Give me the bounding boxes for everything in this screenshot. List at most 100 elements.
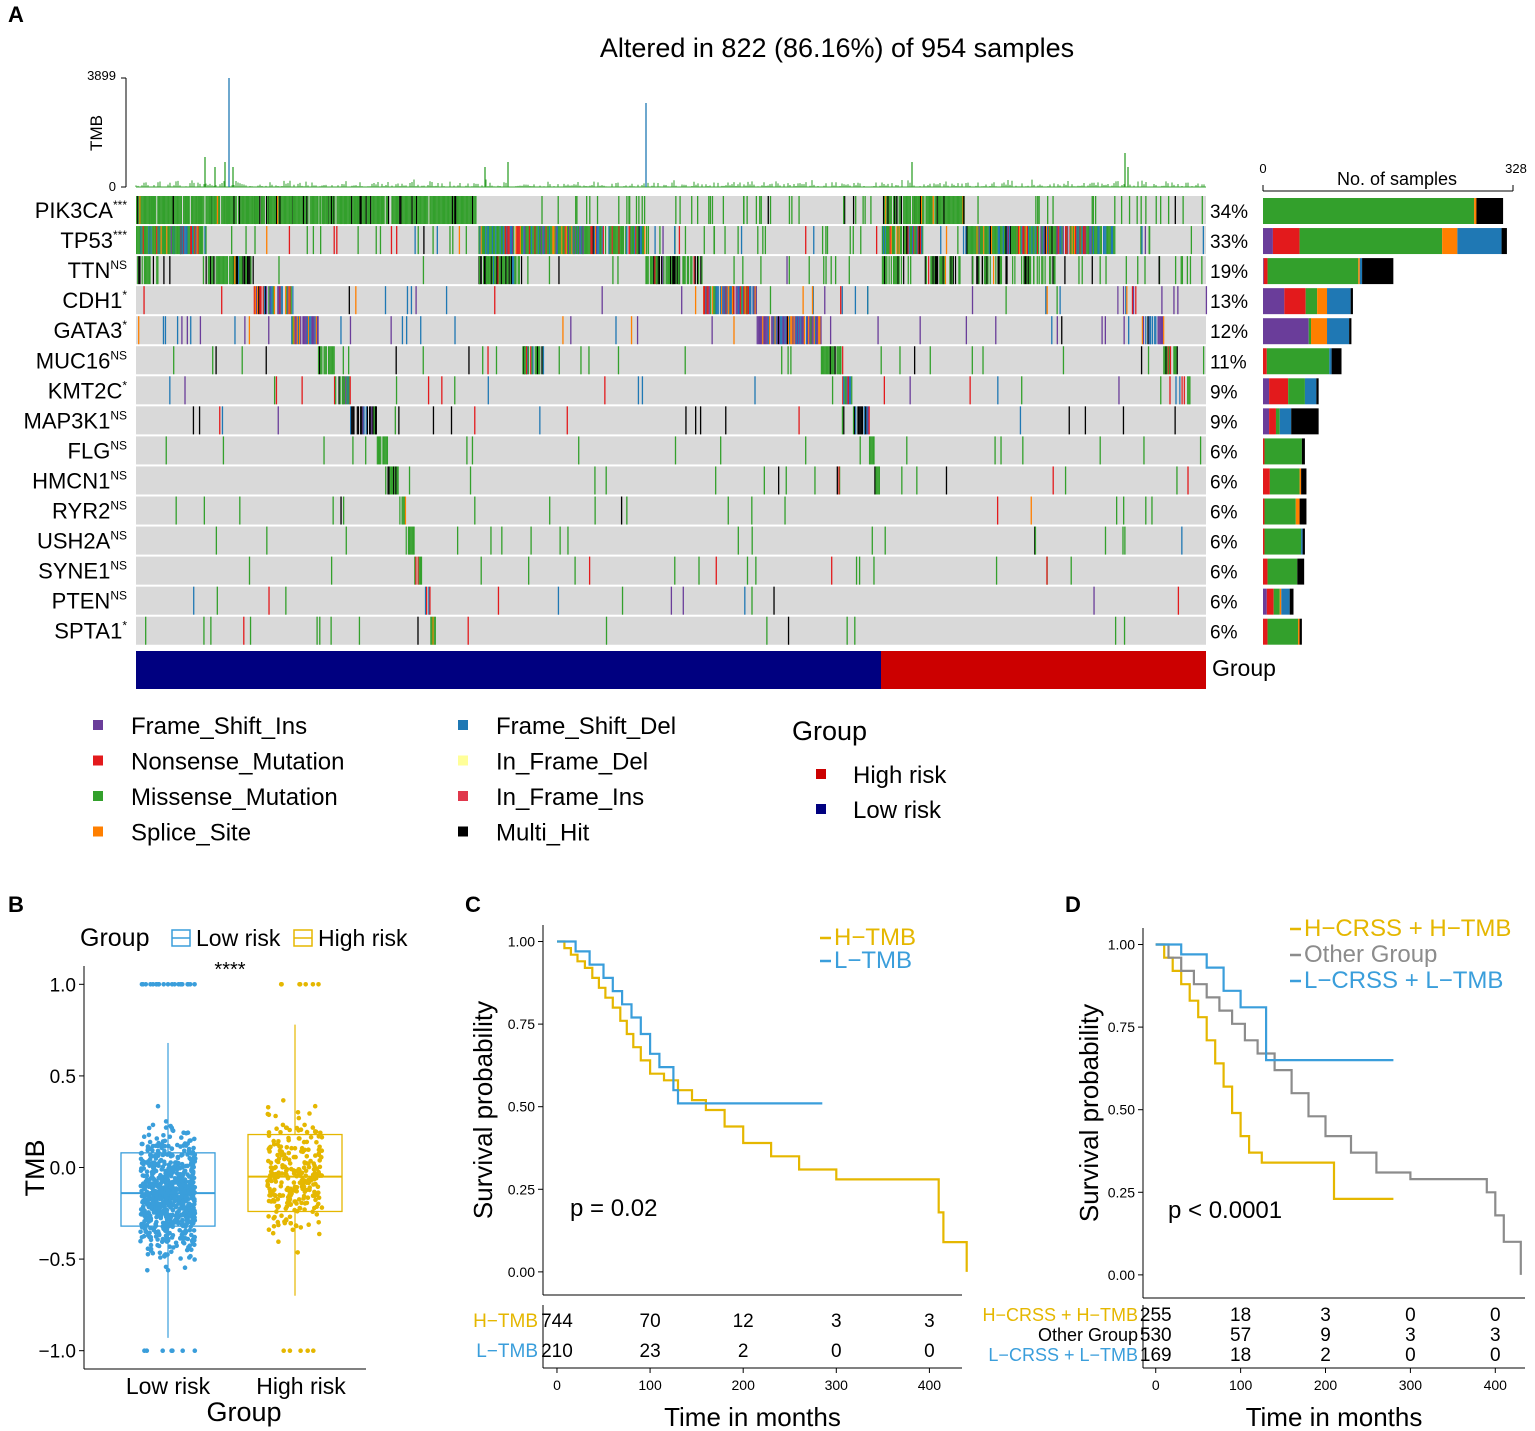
mutation-cell: [500, 256, 502, 285]
mutation-cell: [626, 226, 628, 255]
boxplot-point: [175, 1161, 180, 1166]
boxplot-point: [304, 1154, 310, 1159]
mutation-cell: [1122, 526, 1124, 555]
mutation-cell: [957, 196, 960, 225]
mutation-cell: [372, 406, 374, 435]
km-risk-row-label: L−TMB: [476, 1341, 538, 1362]
mutation-cell: [602, 226, 604, 255]
mutation-cell: [538, 226, 541, 255]
mutation-cell: [523, 226, 525, 255]
sample-count-bar-segment: [1301, 528, 1303, 555]
mutation-cell: [847, 376, 849, 405]
mutation-cell: [243, 616, 245, 645]
mutation-cell: [1017, 226, 1020, 255]
mutation-cell: [903, 256, 905, 285]
mutation-matrix: [136, 196, 1208, 645]
mutation-cell: [640, 226, 642, 255]
sample-count-bar-segment: [1501, 228, 1507, 255]
mutation-cell: [298, 316, 301, 345]
mutation-cell: [349, 196, 352, 225]
mutation-cell: [1035, 196, 1037, 225]
boxplot-point: [266, 1158, 271, 1164]
mutation-cell: [164, 316, 167, 345]
mutation-cell: [415, 556, 417, 585]
boxplot-point: [317, 1231, 322, 1237]
mutation-cell: [952, 196, 954, 225]
gene-significance: NS: [110, 348, 127, 362]
mutation-cell: [150, 226, 152, 255]
mutation-cell: [1090, 226, 1092, 255]
gene-row-mutations: [215, 526, 1183, 555]
mutation-cell: [997, 376, 999, 405]
mutation-cell: [532, 226, 534, 255]
mutation-cell: [617, 346, 620, 375]
mutation-cell: [550, 226, 552, 255]
mutation-cell: [1147, 316, 1149, 345]
boxplot-point: [275, 1219, 281, 1225]
mutation-cell: [855, 406, 857, 435]
sample-count-bar-segment: [1317, 288, 1328, 315]
mutation-cell: [973, 226, 975, 255]
mutation-cell: [1189, 376, 1191, 405]
mutation-cell: [1092, 196, 1094, 225]
mutation-cell: [319, 616, 321, 645]
mutation-cell: [399, 496, 401, 525]
boxplot-point: [298, 1171, 303, 1176]
mutation-cell: [996, 496, 999, 525]
mutation-cell: [899, 196, 901, 225]
mutation-cell: [735, 286, 737, 315]
mutation-cell: [925, 256, 928, 285]
mutation-cell: [712, 286, 714, 315]
mutation-cell: [162, 316, 165, 345]
mutation-cell: [197, 226, 199, 255]
mutation-cell: [371, 406, 373, 435]
mutation-cell: [811, 286, 814, 315]
boxplot-point: [170, 1153, 175, 1158]
mutation-cell: [178, 226, 180, 255]
boxplot-point: [156, 1175, 161, 1181]
mutation-cell: [1136, 196, 1138, 225]
mutation-cell: [917, 226, 919, 255]
mutation-cell: [409, 196, 411, 225]
mutation-cell: [524, 226, 526, 255]
boxplot-point: [192, 1234, 197, 1240]
km-risk-value: 3: [1320, 1305, 1331, 1326]
mutation-cell: [846, 616, 848, 645]
mutation-cell: [628, 196, 630, 225]
mutation-cell: [1020, 226, 1022, 255]
mutation-cell: [479, 256, 481, 285]
mutation-cell: [940, 196, 942, 225]
boxplot-point: [273, 1113, 278, 1119]
mutation-cell: [966, 226, 968, 255]
mutation-cell: [1048, 226, 1051, 255]
mutation-cell: [1174, 196, 1176, 225]
mutation-cell: [782, 316, 784, 345]
mutation-cell: [1028, 256, 1031, 285]
sample-count-bar-segment: [1305, 288, 1318, 315]
mutation-cell: [140, 196, 142, 225]
mutation-cell: [227, 196, 230, 225]
boxplot-point: [191, 1198, 197, 1203]
boxplot-point: [319, 1205, 325, 1210]
mutation-cell: [985, 226, 987, 255]
mutation-cell: [249, 616, 252, 645]
sample-count-bar-segment: [1264, 438, 1302, 465]
boxplot-point: [272, 1187, 277, 1193]
boxplot-point: [187, 1211, 192, 1217]
mutation-cell: [551, 226, 553, 255]
km-legend-label: H−CRSS + H−TMB: [1304, 915, 1511, 942]
mutation-cell: [1044, 226, 1046, 255]
mutation-cell: [1000, 256, 1003, 285]
mutation-cell: [1168, 346, 1170, 375]
mutation-cell: [1064, 256, 1066, 285]
mutation-cell: [1174, 256, 1177, 285]
mutation-cell: [224, 196, 226, 225]
mutation-cell: [370, 406, 372, 435]
boxplot-point: [148, 1242, 154, 1248]
mutation-cell: [1021, 226, 1023, 255]
mutation-cell: [580, 346, 582, 375]
mutation-cell: [781, 316, 783, 345]
mutation-cell: [414, 556, 416, 585]
mutation-cell: [157, 256, 159, 285]
mutation-cell: [619, 226, 621, 255]
